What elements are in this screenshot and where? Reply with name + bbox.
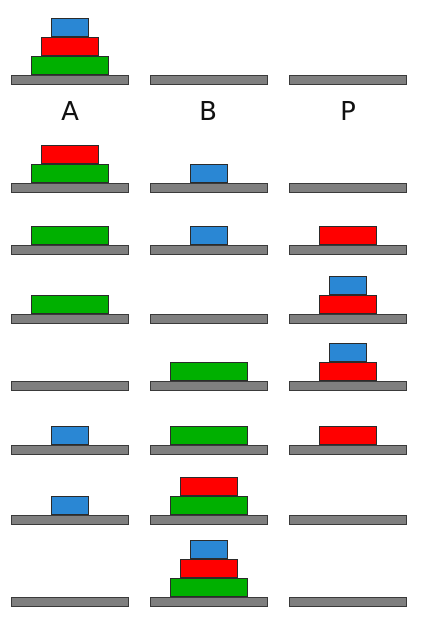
small-disk — [190, 164, 228, 183]
peg-b-row-3 — [150, 245, 268, 255]
peg-p-row-6 — [289, 445, 407, 455]
peg-p-row-4 — [289, 314, 407, 324]
peg-b-row-1 — [150, 75, 268, 85]
large-disk — [31, 226, 109, 245]
peg-p-row-2 — [289, 183, 407, 193]
peg-a-row-4 — [11, 314, 129, 324]
peg-b-row-2 — [150, 183, 268, 193]
peg-a-row-3 — [11, 245, 129, 255]
peg-label-p: P — [340, 97, 356, 127]
peg-p-row-1 — [289, 75, 407, 85]
large-disk — [31, 295, 109, 314]
small-disk — [190, 226, 228, 245]
medium-disk — [319, 226, 377, 245]
large-disk — [170, 426, 248, 445]
peg-a-row-8 — [11, 597, 129, 607]
small-disk — [329, 276, 367, 295]
small-disk — [51, 496, 89, 515]
large-disk — [170, 362, 248, 381]
small-disk — [51, 426, 89, 445]
peg-a-row-2 — [11, 183, 129, 193]
medium-disk — [319, 362, 377, 381]
peg-a-row-6 — [11, 445, 129, 455]
medium-disk — [180, 559, 238, 578]
peg-p-row-3 — [289, 245, 407, 255]
peg-b-row-4 — [150, 314, 268, 324]
medium-disk — [319, 295, 377, 314]
peg-p-row-8 — [289, 597, 407, 607]
large-disk — [31, 164, 109, 183]
peg-p-row-5 — [289, 381, 407, 391]
peg-b-row-8 — [150, 597, 268, 607]
peg-a-row-1 — [11, 75, 129, 85]
medium-disk — [180, 477, 238, 496]
peg-label-b: B — [199, 97, 217, 127]
peg-b-row-6 — [150, 445, 268, 455]
peg-b-row-7 — [150, 515, 268, 525]
large-disk — [170, 496, 248, 515]
large-disk — [170, 578, 248, 597]
medium-disk — [319, 426, 377, 445]
peg-label-a: A — [61, 97, 79, 127]
medium-disk — [41, 37, 99, 56]
medium-disk — [41, 145, 99, 164]
peg-a-row-5 — [11, 381, 129, 391]
small-disk — [51, 18, 89, 37]
large-disk — [31, 56, 109, 75]
peg-a-row-7 — [11, 515, 129, 525]
peg-p-row-7 — [289, 515, 407, 525]
small-disk — [190, 540, 228, 559]
small-disk — [329, 343, 367, 362]
peg-b-row-5 — [150, 381, 268, 391]
